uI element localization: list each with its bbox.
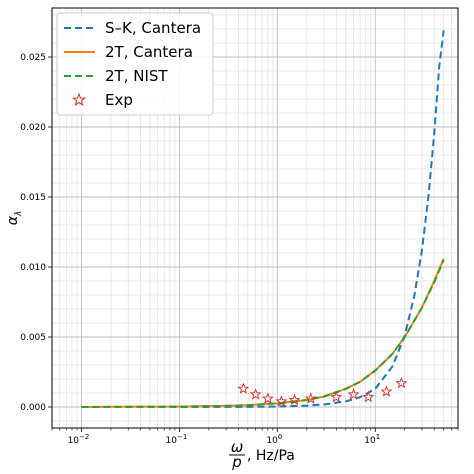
series-exp-point [261, 392, 274, 404]
y-tick-label: 0.010 [20, 263, 46, 273]
series-layer [81, 30, 445, 408]
series-exp-point [330, 390, 343, 403]
series-exp-point [249, 388, 262, 400]
x-tick-exponent: 0 [278, 433, 282, 441]
x-tick-label: 10−2 [68, 433, 90, 446]
legend-label-s-k-cantera: S–K, Cantera [105, 19, 201, 37]
series-exp-point [362, 390, 375, 403]
y-label-subscript: λ [14, 211, 24, 217]
x-label-numerator: ω [231, 438, 244, 456]
legend-label-2t-nist: 2T, NIST [105, 67, 168, 85]
x-tick-label: 101 [364, 433, 380, 446]
y-tick-label: 0.025 [20, 53, 46, 63]
series-2t-nist-line [81, 259, 445, 408]
y-tick-label: 0.020 [20, 123, 46, 133]
legend-label-2t-cantera: 2T, Cantera [105, 43, 193, 61]
series-exp-point [395, 376, 408, 389]
series-exp-point [275, 395, 288, 407]
x-label-denominator: p [231, 453, 242, 471]
series-exp-point [347, 388, 360, 400]
series-exp-point [237, 382, 250, 394]
series-s-k-cantera-line [81, 30, 445, 408]
legend-marker-exp [71, 92, 87, 107]
plot-frame [51, 7, 459, 429]
legend: S–K, Cantera 2T, Cantera 2T, NIST Exp [56, 12, 214, 116]
legend-box [56, 12, 214, 116]
y-tick-label: 0.000 [20, 403, 46, 413]
y-tick-label: 0.015 [20, 193, 46, 203]
x-tick-exponent: −2 [79, 433, 89, 441]
x-tick-label: 100 [266, 433, 282, 446]
series-exp-point [304, 392, 317, 404]
y-axis-label: αλ [5, 211, 24, 226]
series-exp-point [380, 385, 393, 397]
x-tick-label: 10−1 [166, 433, 188, 446]
y-tick-label: 0.005 [20, 333, 46, 343]
x-tick-exponent: −1 [177, 433, 187, 441]
x-axis-label: ω p , Hz/Pa [229, 438, 295, 471]
x-tick-exponent: 1 [376, 433, 380, 441]
series-exp-point [288, 393, 301, 406]
legend-label-exp: Exp [105, 91, 133, 109]
axis-ticks: 10−2 10−1 100 1010.0000.0050.0100.0150.0200… [20, 53, 459, 446]
y-label-text: αλ [5, 211, 24, 226]
x-label-units: , Hz/Pa [247, 448, 295, 464]
